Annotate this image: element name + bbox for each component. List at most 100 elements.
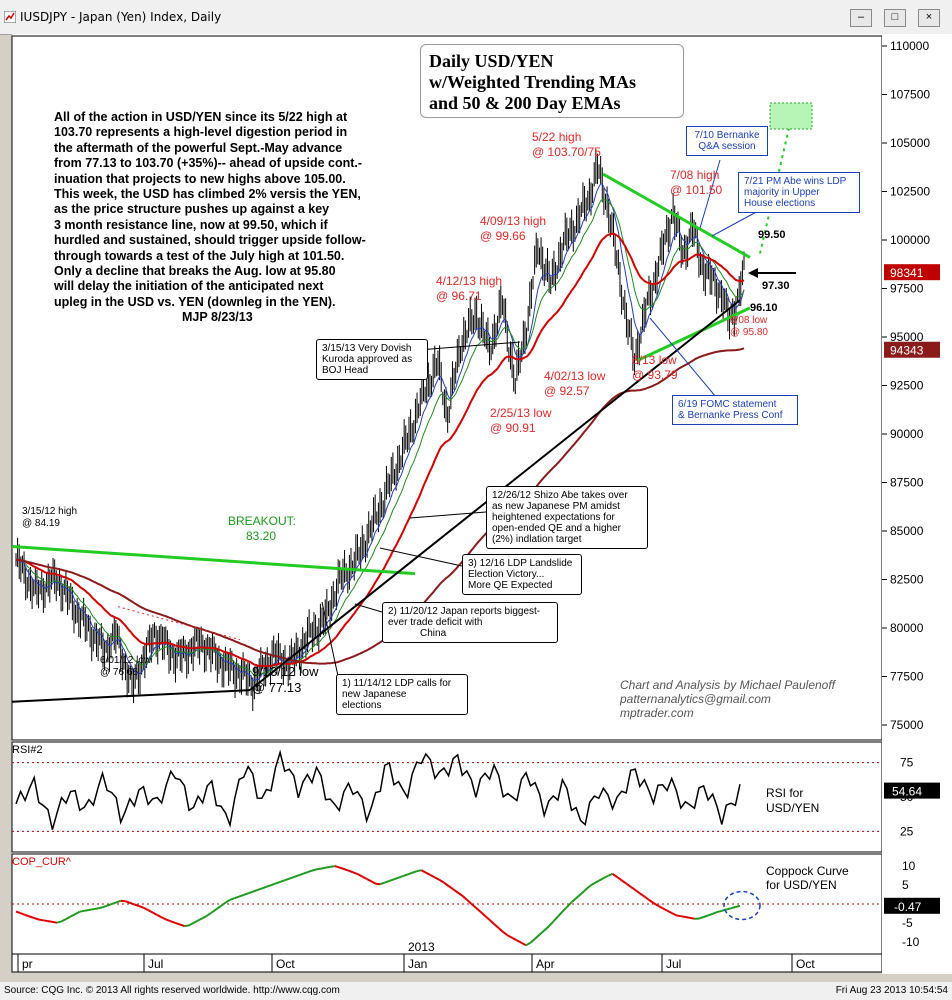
coppock-segment (488, 919, 495, 925)
callout-line: & Bernanke Press Conf (678, 410, 783, 421)
annotation-2-25-low: 2/25/13 low @ 90.91 (490, 406, 551, 436)
coppock-segment (134, 903, 140, 908)
price-axis: 110000 107500 105000 102500 100000 97500 95000… (882, 39, 940, 732)
coppock-panel: 10 5 -5 -10 -0.47 (12, 859, 940, 949)
dotted-resistance-line (117, 606, 241, 641)
annotation-line: 2/25/13 low (490, 406, 552, 420)
callout-line: 12/26/12 Shizo Abe takes over (492, 490, 628, 501)
commentary-line: inuation that projects to new highs abov… (54, 171, 346, 186)
annotation-line: 3/15/12 high (22, 506, 78, 517)
callout-line: new Japanese (342, 689, 407, 700)
annotation-4-02-low: 4/02/13 low @ 92.57 (544, 369, 605, 399)
coppock-segment (266, 884, 272, 888)
annotation-line: 4/09/13 high (480, 214, 547, 228)
rsi-title-line: RSI for (766, 786, 804, 800)
callout-line: 7/10 Bernanke (694, 130, 760, 141)
annotation-line: @ 99.66 (480, 229, 526, 243)
annotation-line: 8/08 low (730, 315, 768, 326)
coppock-segment (370, 880, 377, 885)
callout-trade-deficit: 2) 11/20/12 Japan reports biggest- ever … (382, 602, 558, 643)
coppock-segment (229, 897, 235, 901)
coppock-segment (671, 912, 677, 917)
coppock-segment (270, 882, 276, 887)
coppock-segment (716, 909, 723, 914)
annotation-6-01-12-low: 6/01/12 low @ 76.66 (100, 655, 151, 679)
callout-line: 2) 11/20/12 Japan reports biggest- (388, 606, 541, 617)
close-button[interactable]: × (918, 9, 940, 27)
chart-title-line3: and 50 & 200 Day EMAs (429, 93, 621, 113)
callout-pointer (711, 209, 761, 237)
title-bar: IUSDJPY - Japan (Yen) Index, Daily – □ × (0, 0, 952, 35)
coppock-segment (598, 877, 604, 882)
chart-title-line1: Daily USD/YEN (429, 51, 554, 71)
callout-line: 7/21 PM Abe wins LDP (744, 176, 847, 187)
coppock-segment (712, 911, 718, 915)
support-trendline (637, 306, 751, 362)
coppock-segment (689, 916, 695, 920)
coppock-segment (220, 901, 227, 907)
coppock-segment (293, 874, 299, 879)
coppock-segment (197, 917, 204, 922)
price-tick-label: 82500 (890, 573, 924, 587)
coppock-segment (188, 922, 195, 927)
ema200-price-box (884, 341, 940, 358)
rsi-panel: 75502554.64 (12, 749, 940, 838)
coppock-segment (726, 907, 732, 911)
coppock-segment (115, 899, 122, 904)
callout-line: China (420, 628, 447, 639)
callout-line: House elections (744, 198, 816, 209)
time-axis: pr Jul Oct Jan Apr Jul Oct 2013 (17, 940, 815, 972)
price-tick-label: 110000 (890, 39, 929, 53)
annotation-line: @ 95.80 (730, 327, 768, 338)
coppock-segment (284, 877, 290, 882)
coppock-segment (676, 914, 681, 918)
maximize-button[interactable]: □ (884, 9, 906, 27)
coppock-segment (685, 916, 691, 919)
coppock-segment (407, 871, 413, 876)
annotation-line: 6/13 low (632, 353, 677, 367)
callout-line: ever trade deficit with (388, 617, 483, 628)
trend-lines (11, 102, 813, 703)
price-tick-label: 105000 (890, 136, 930, 150)
coppock-segment (138, 905, 144, 909)
weighted-ma-line (15, 198, 745, 676)
coppock-segment (243, 892, 249, 896)
credit-line: patternanalytics@gmail.com (620, 692, 771, 706)
callout-line: Q&A session (698, 141, 756, 152)
coppock-segment (593, 879, 600, 885)
annotation-8-08-low: 8/08 low @ 95.80 (730, 315, 768, 339)
chart-app-icon (4, 11, 16, 23)
coppock-segment (33, 917, 40, 921)
callout-kuroda: 3/15/13 Very Dovish Kuroda approved as B… (316, 339, 428, 380)
coppock-segment (129, 901, 135, 906)
price-tick-label: 97500 (890, 282, 924, 296)
coppock-segment (511, 937, 518, 942)
coppock-segment (625, 882, 632, 888)
commentary-line: will delay the initiation of the anticip… (54, 279, 324, 294)
coppock-segment (543, 925, 550, 932)
coppock-title-line: Coppock Curve (766, 864, 849, 878)
weighted-ma-line (15, 183, 745, 682)
coppock-segment (630, 885, 636, 891)
price-tick-label: 102500 (890, 185, 930, 199)
callout-pointer (409, 511, 487, 519)
annotation-line: @ 101.50 (670, 183, 723, 197)
coppock-segment (411, 870, 418, 874)
minimize-button[interactable]: – (850, 9, 872, 27)
coppock-segment (97, 906, 103, 910)
price-tick-label: 90000 (890, 427, 924, 441)
level-96-10: 96.10 (750, 302, 778, 314)
rsi-title: RSI for USD/YEN (766, 786, 819, 816)
coppock-segment (479, 911, 486, 917)
callout-line: (2%) indlation target (492, 534, 582, 545)
coppock-segment (288, 876, 295, 880)
coppock-segment (238, 893, 245, 898)
coppock-segment (648, 898, 655, 904)
commentary-line: Only a decline that breaks the Aug. low … (54, 264, 336, 279)
callout-line: heightened expectations for (492, 512, 615, 523)
callout-pointer (417, 341, 521, 351)
annotation-4-12-high: 4/12/13 high @ 96.71 (436, 274, 502, 304)
coppock-segment (616, 876, 623, 882)
coppock-segment (607, 872, 613, 877)
